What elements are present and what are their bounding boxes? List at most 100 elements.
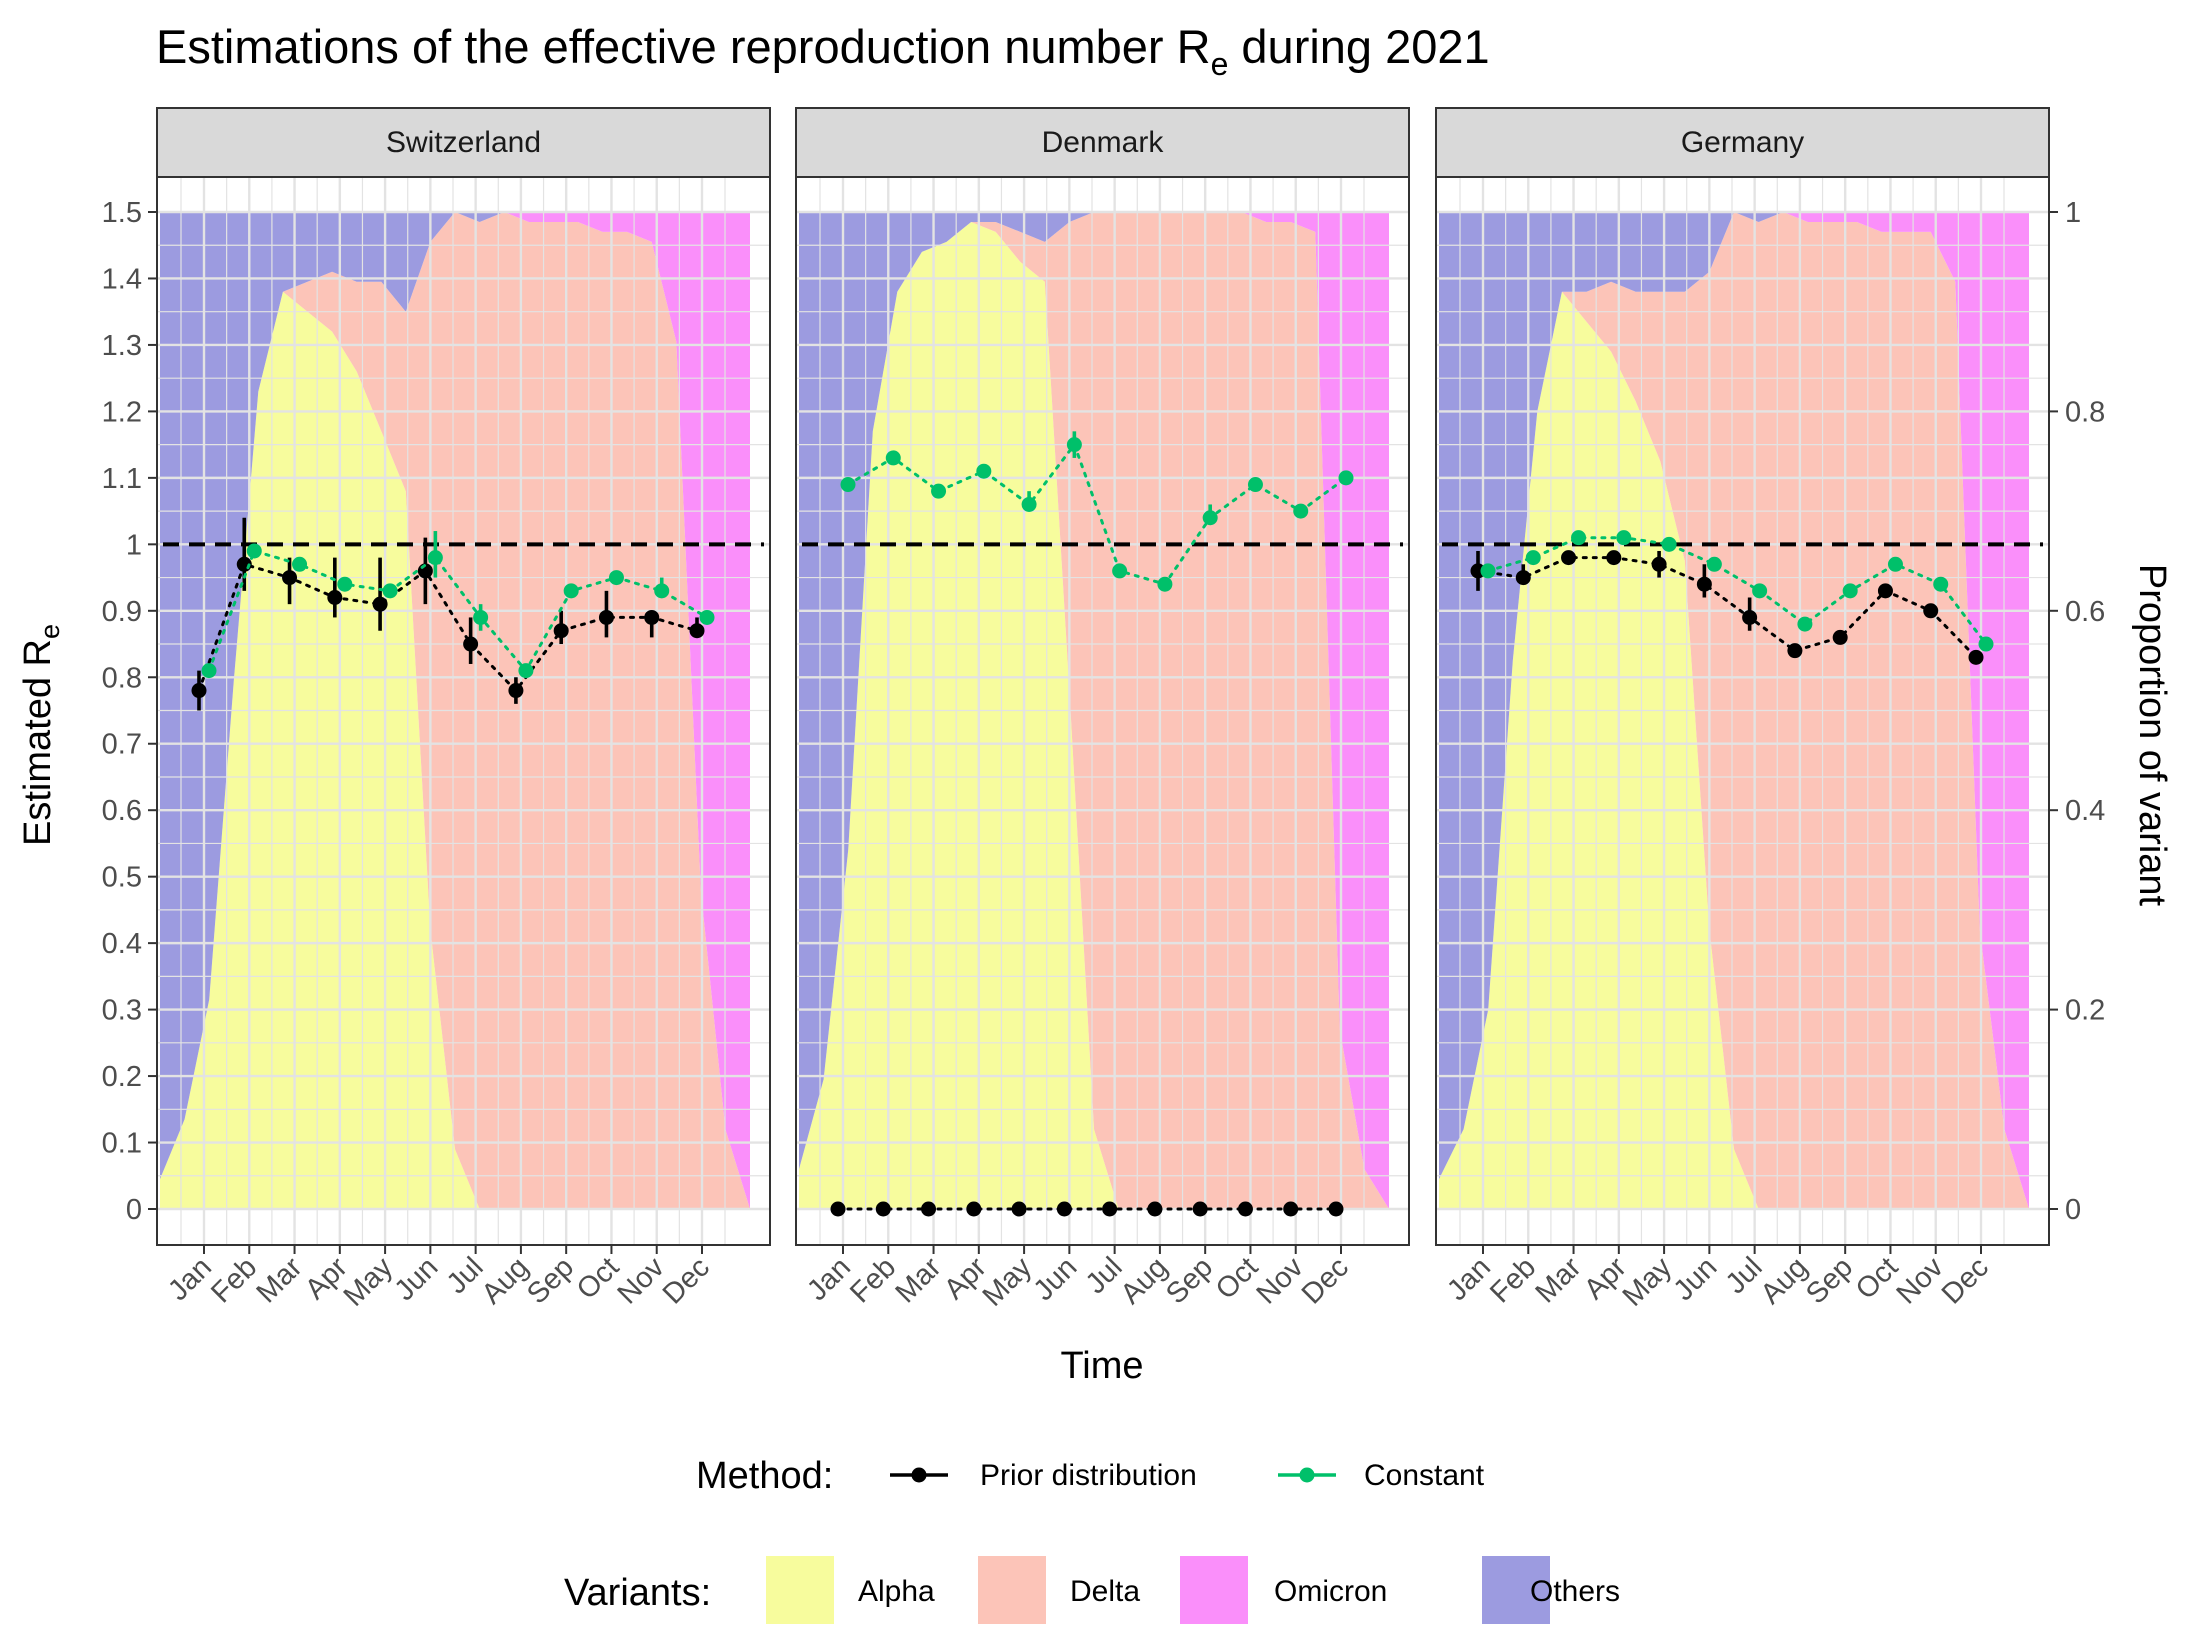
point-prior-distribution-aug xyxy=(1147,1201,1163,1217)
x-tick-label-oct-denmark: Oct xyxy=(1210,1251,1265,1306)
y2-tick-label: 0.6 xyxy=(2065,596,2105,628)
point-prior-distribution-aug xyxy=(1787,643,1803,659)
chart-title: Estimations of the effective reproductio… xyxy=(156,20,1490,82)
x-tick-label-aug-switzerland: Aug xyxy=(476,1251,535,1310)
grid-germany xyxy=(1436,177,2049,1245)
x-tick-label-sep-germany: Sep xyxy=(1800,1251,1859,1310)
y2-tick-label: 0.2 xyxy=(2065,995,2105,1027)
point-prior-distribution-dec xyxy=(1328,1201,1344,1217)
point-constant-feb xyxy=(1525,550,1541,566)
point-constant-sep xyxy=(1842,583,1858,599)
panel-border-germany xyxy=(1435,176,2050,1246)
series-line-constant xyxy=(1486,536,1988,646)
point-prior-distribution-jun xyxy=(1056,1201,1072,1217)
y2-tick-label: 0.8 xyxy=(2065,396,2105,428)
point-prior-distribution-sep xyxy=(1192,1201,1208,1217)
method-legend-key-point-constant xyxy=(1299,1467,1315,1483)
point-prior-distribution-jun xyxy=(1696,576,1712,592)
x-tick-label-feb-denmark: Feb xyxy=(844,1251,902,1309)
point-prior-distribution-oct xyxy=(598,609,614,625)
point-prior-distribution-jan xyxy=(830,1201,846,1217)
point-prior-distribution-may xyxy=(1651,556,1667,572)
method-legend-title: Method: xyxy=(696,1455,833,1497)
x-tick-label-mar-denmark: Mar xyxy=(890,1251,948,1309)
variant-area-others-germany xyxy=(1439,212,2029,1180)
panel-switzerland: SwitzerlandJanFebMarAprMayJunJulAugSepOc… xyxy=(156,107,771,1313)
variant-legend-label-others: Others xyxy=(1530,1575,1620,1608)
point-constant-apr xyxy=(337,576,353,592)
y-tick-label: 0.5 xyxy=(102,862,142,894)
variant-area-alpha-germany xyxy=(1439,291,2029,1209)
x-tick-label-nov-denmark: Nov xyxy=(1251,1251,1310,1310)
point-prior-distribution-mar xyxy=(282,570,298,586)
point-constant-nov xyxy=(1933,576,1949,592)
point-prior-distribution-sep xyxy=(553,623,569,639)
variant-area-alpha-switzerland xyxy=(160,291,750,1209)
method-legend-label-prior-distribution: Prior distribution xyxy=(980,1459,1197,1492)
x-tick-label-jun-switzerland: Jun xyxy=(389,1251,445,1307)
point-constant-dec xyxy=(1978,636,1994,652)
variant-legend-label-alpha: Alpha xyxy=(858,1575,935,1608)
series-prior-distribution-germany xyxy=(1470,550,1984,665)
y2-tick-label: 0.4 xyxy=(2065,795,2105,827)
point-prior-distribution-may xyxy=(1011,1201,1027,1217)
point-constant-aug xyxy=(1797,616,1813,632)
x-tick-label-mar-germany: Mar xyxy=(1530,1251,1588,1309)
y-tick-label: 1 xyxy=(126,529,142,561)
y-tick-label: 0.6 xyxy=(102,795,142,827)
point-constant-mar xyxy=(292,556,308,572)
series-line-prior-distribution xyxy=(1476,556,1978,659)
variant-legend-title: Variants: xyxy=(564,1572,711,1614)
variant-area-others-switzerland xyxy=(160,212,750,1180)
y-tick-label: 0.2 xyxy=(102,1061,142,1093)
y-tick-label: 0.7 xyxy=(102,729,142,761)
panel-germany: GermanyJanFebMarAprMayJunJulAugSepOctNov… xyxy=(1435,107,2050,1313)
y-tick-label: 0 xyxy=(126,1194,142,1226)
y-tick-label: 1.3 xyxy=(102,330,142,362)
x-tick-label-aug-germany: Aug xyxy=(1755,1251,1814,1310)
strip-label-denmark: Denmark xyxy=(1042,126,1165,159)
panel-denmark: DenmarkJanFebMarAprMayJunJulAugSepOctNov… xyxy=(795,107,1410,1313)
x-tick-label-sep-denmark: Sep xyxy=(1160,1251,1219,1310)
x-tick-label-jun-denmark: Jun xyxy=(1028,1251,1084,1307)
x-tick-label-jun-germany: Jun xyxy=(1668,1251,1724,1307)
x-tick-label-feb-germany: Feb xyxy=(1484,1251,1542,1309)
panel-border-denmark xyxy=(795,176,1410,1246)
point-constant-oct xyxy=(1887,556,1903,572)
point-prior-distribution-dec xyxy=(689,623,705,639)
point-prior-distribution-feb xyxy=(1515,570,1531,586)
y-tick-label: 1.2 xyxy=(102,396,142,428)
x-tick-label-aug-denmark: Aug xyxy=(1115,1251,1174,1310)
point-constant-feb xyxy=(246,543,262,559)
point-constant-oct xyxy=(608,570,624,586)
variant-legend-label-delta: Delta xyxy=(1070,1575,1140,1608)
point-constant-aug xyxy=(518,663,534,679)
y-tick-label: 0.9 xyxy=(102,596,142,628)
variant-legend-swatch-others xyxy=(1482,1556,1550,1624)
x-tick-label-oct-switzerland: Oct xyxy=(571,1251,626,1306)
point-constant-aug xyxy=(1157,576,1173,592)
point-prior-distribution-aug xyxy=(508,683,524,699)
series-line-constant xyxy=(207,549,709,674)
y2-tick-label: 1 xyxy=(2065,197,2081,229)
point-prior-distribution-jul xyxy=(1102,1201,1118,1217)
variant-legend-swatch-delta xyxy=(978,1556,1046,1624)
y-tick-label: 0.8 xyxy=(102,662,142,694)
x-tick-label-jan-denmark: Jan xyxy=(801,1251,857,1307)
series-constant-denmark xyxy=(840,431,1354,592)
variant-legend: Variants: Alpha Delta Omicron Others xyxy=(564,1556,1620,1624)
point-constant-jan xyxy=(1480,563,1496,579)
point-prior-distribution-sep xyxy=(1832,629,1848,645)
series-prior-distribution-denmark xyxy=(830,1201,1344,1217)
point-prior-distribution-mar xyxy=(1561,550,1577,566)
point-constant-jan xyxy=(201,663,217,679)
strip-label-switzerland: Switzerland xyxy=(386,126,541,159)
point-prior-distribution-apr xyxy=(327,590,343,606)
point-constant-jun xyxy=(1066,437,1082,453)
y2-tick-label: 0 xyxy=(2065,1194,2081,1226)
point-constant-may xyxy=(1021,496,1037,512)
point-prior-distribution-nov xyxy=(1283,1201,1299,1217)
point-constant-jul xyxy=(1112,563,1128,579)
point-prior-distribution-nov xyxy=(644,609,660,625)
method-legend-key-point-prior-distribution xyxy=(911,1467,927,1483)
